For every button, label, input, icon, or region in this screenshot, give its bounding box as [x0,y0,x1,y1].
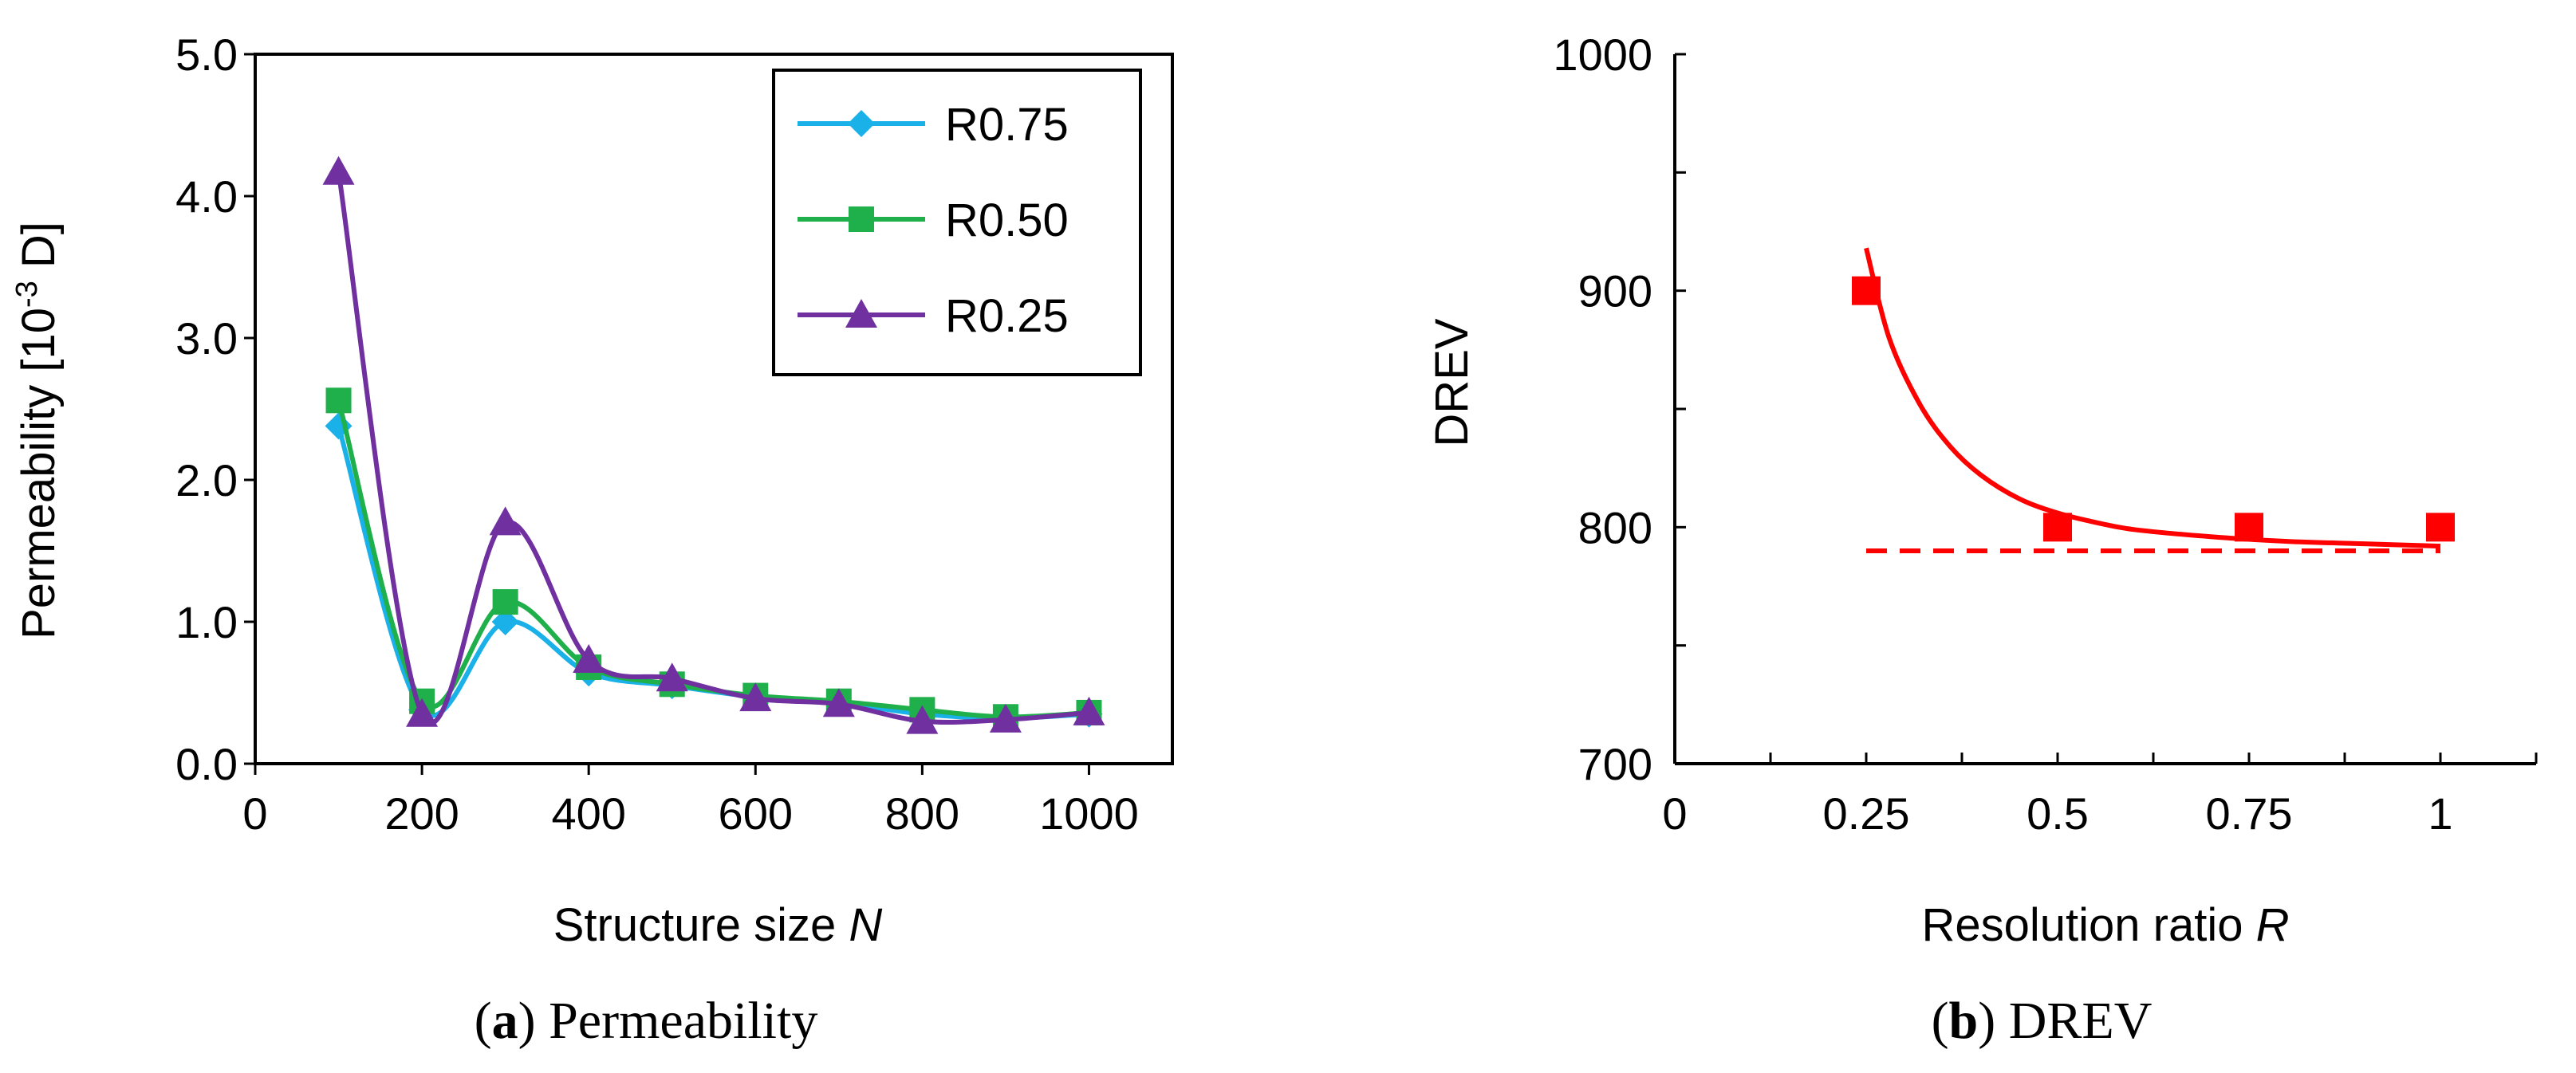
chart-b-x-axis-title-var: R [2256,899,2290,951]
chart-a-x-tick-label: 0 [242,788,267,839]
chart-a-series-line-r075 [336,425,1089,721]
chart-a-legend-marker [845,299,877,328]
chart-a-y-axis-title: Permeability [10-3 D] [10,222,65,639]
chart-a-legend-label: R0.50 [945,195,1069,246]
chart-a-legend-marker [848,110,875,137]
chart-a-caption: (a) Permeability [475,992,818,1050]
chart-a-x-tick-label: 400 [551,788,625,839]
chart-a-y-tick-labels: 0.0 1.0 2.0 3.0 4.0 5.0 [175,29,238,789]
chart-b-caption-letter: b [1949,992,1979,1050]
chart-b-y-tick-label: 1000 [1553,29,1652,80]
chart-a-x-axis-title-text: Structure size [553,899,849,951]
chart-a-point-r050 [325,387,352,414]
chart-b-point [2235,513,2263,542]
chart-a-caption-text: Permeability [536,992,818,1050]
chart-a-caption-paren-close: ) [518,992,536,1050]
chart-a-x-tick-label: 600 [719,788,793,839]
chart-b-caption-paren-open: ( [1932,992,1949,1050]
chart-a-legend-marker [849,206,874,232]
chart-a-legend-label: R0.25 [945,290,1069,342]
chart-b-y-tick-label: 900 [1578,266,1652,316]
chart-b-caption-paren-close: ) [1978,992,1995,1050]
chart-a-y-axis-title-exponent: -3 [10,281,44,308]
chart-b-y-axis-title: DREV [1426,318,1478,446]
chart-b-y-tick-labels: 700 800 900 1000 [1553,29,1652,789]
chart-b-x-tick-label: 0 [1662,788,1687,839]
chart-b-x-tick-label: 0.75 [2206,788,2293,839]
chart-a-legend: R0.75 R0.50 R0.25 [772,69,1142,376]
chart-a-series-line-r050 [336,399,1089,720]
chart-a-x-tick-label: 1000 [1039,788,1139,839]
chart-a-y-tick-label: 4.0 [175,171,238,222]
chart-a-point-r025 [406,698,439,727]
chart-b-x-axis-title-text: Resolution ratio [1921,899,2255,951]
chart-b-series-group [1852,247,2455,553]
chart-b-x-tick-label: 1 [2428,788,2452,839]
chart-a-point-r025 [906,705,939,734]
chart-a-y-tick-label: 3.0 [175,313,238,364]
chart-b-y-tick-label: 800 [1578,502,1652,552]
chart-b-point [2426,513,2455,542]
chart-b-x-tick-label: 0.5 [2027,788,2089,839]
chart-a-point-r075 [491,608,519,635]
chart-b-point [1852,276,1881,305]
chart-a-x-tick-label: 200 [384,788,459,839]
chart-a-point-r025 [1073,696,1105,725]
chart-a-legend-label: R0.75 [945,99,1069,151]
chart-a-legend-box [772,69,1142,376]
chart-b-x-tick-labels: 0 0.25 0.5 0.75 1 [1662,788,2452,839]
chart-b-caption-text: DREV [1995,992,2152,1050]
chart-a-point-r025 [656,662,688,692]
chart-a-point-r025 [989,703,1022,733]
chart-a-series-group [322,155,1105,734]
chart-a-x-axis-title-var: N [849,899,882,951]
chart-a-point-r025 [489,506,522,536]
chart-a-caption-letter: a [492,992,518,1050]
chart-b-x-tick-label: 0.25 [1823,788,1910,839]
chart-b-y-tick-label: 700 [1578,739,1652,789]
chart-a-caption-paren-open: ( [475,992,492,1050]
chart-a-point-r025 [739,682,772,712]
chart-b-fit-curve [1864,247,2441,549]
chart-a-y-tick-label: 1.0 [175,597,238,647]
chart-a-point-r025 [322,155,355,185]
chart-a-x-tick-labels: 0 200 400 600 800 1000 [242,788,1138,839]
chart-a-axis-ticks [244,53,1090,775]
chart-a-x-tick-label: 800 [885,788,959,839]
chart-a-y-tick-label: 2.0 [175,455,238,505]
chart-b-axis-ticks [1675,53,2538,765]
chart-b-x-axis-title: Resolution ratio R [1921,899,2289,951]
chart-b-point [2043,513,2072,542]
chart-a-point-r025 [573,644,605,674]
chart-a-panel: 0.0 1.0 2.0 3.0 4.0 5.0 0 200 400 600 800 1000 R0.… [10,29,1174,1050]
chart-a-y-axis-title-prefix: Permeability [10 [13,308,65,639]
chart-a-y-axis-title-suffix: D] [13,222,65,281]
chart-a-point-r025 [822,688,855,717]
chart-b-panel: 700 800 900 1000 0 0.25 0.5 0.75 1 DREV Resolut… [1426,29,2538,1050]
chart-a-point-r050 [492,589,518,615]
chart-a-y-tick-label: 5.0 [175,29,238,80]
chart-a-x-axis-title: Structure size N [553,899,883,951]
chart-a-plot-frame [254,53,1174,765]
chart-a-y-tick-label: 0.0 [175,739,238,789]
chart-b-caption: (b) DREV [1932,992,2153,1050]
